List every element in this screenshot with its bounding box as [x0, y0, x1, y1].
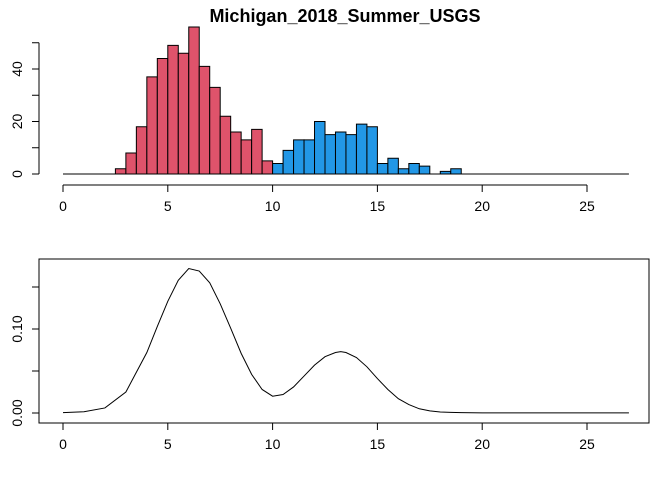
- x-tick-label: 15: [370, 198, 386, 214]
- histogram-bar: [418, 165, 431, 175]
- x-tick-label: 15: [370, 436, 386, 452]
- y-tick-label: 0: [9, 170, 25, 178]
- histogram-x-axis: 0 5 10 15 20 25: [59, 184, 595, 214]
- histogram-bar: [314, 121, 326, 175]
- histogram-panel: Michigan_2018_Summer_USGS 0 5 10 15 20 25 0 20…: [9, 6, 629, 214]
- histogram-bar: [387, 157, 399, 175]
- x-tick-label: 10: [265, 198, 281, 214]
- x-tick-label: 10: [265, 436, 281, 452]
- x-tick-label: 5: [164, 198, 172, 214]
- y-tick-label: 40: [9, 61, 25, 77]
- histogram-bar: [272, 163, 284, 175]
- density-x-axis: 0 5 10 15 20 25: [59, 423, 595, 452]
- histogram-bar: [114, 168, 127, 175]
- x-tick-label: 0: [59, 436, 67, 452]
- histogram-bar: [366, 126, 378, 175]
- x-tick-label: 25: [579, 198, 595, 214]
- y-tick-label: 20: [9, 114, 25, 130]
- histogram-bars: [114, 26, 462, 175]
- histogram-bar: [376, 163, 389, 175]
- histogram-bar: [156, 58, 169, 175]
- histogram-bar: [261, 160, 274, 175]
- chart-title: Michigan_2018_Summer_USGS: [209, 6, 480, 26]
- x-tick-label: 0: [59, 198, 67, 214]
- histogram-bar: [219, 115, 232, 175]
- histogram-y-axis: 0 20 40: [9, 42, 40, 178]
- density-y-axis: 0.00 0.10: [9, 286, 39, 427]
- x-tick-label: 5: [164, 436, 172, 452]
- histogram-bar: [230, 131, 242, 175]
- histogram-bar: [408, 163, 420, 175]
- density-panel: 0 5 10 15 20 25 0.00 0.10: [9, 258, 650, 452]
- histogram-bar: [282, 149, 295, 175]
- histogram-bar: [177, 52, 190, 175]
- histogram-bar: [135, 126, 148, 175]
- x-tick-label: 25: [579, 436, 595, 452]
- histogram-bar: [450, 168, 462, 175]
- x-tick-label: 20: [474, 198, 490, 214]
- histogram-bar: [251, 128, 263, 175]
- histogram-bar: [355, 123, 368, 175]
- histogram-bar: [167, 44, 179, 175]
- histogram-bar: [209, 86, 221, 175]
- histogram-bar: [345, 134, 357, 175]
- histogram-bar: [188, 26, 200, 175]
- histogram-bar: [146, 76, 158, 175]
- histogram-bar: [125, 152, 137, 175]
- histogram-bar: [240, 139, 253, 175]
- plot-frame: [38, 258, 650, 424]
- histogram-bar: [397, 168, 410, 175]
- y-tick-label: 0.00: [9, 399, 25, 426]
- histogram-bar: [334, 131, 347, 175]
- histogram-bar: [303, 139, 316, 175]
- density-curve: [62, 267, 629, 414]
- histogram-bar: [198, 65, 211, 175]
- histogram-bar: [293, 139, 305, 175]
- histogram-bar: [324, 134, 336, 175]
- x-tick-label: 20: [474, 436, 490, 452]
- y-tick-label: 0.10: [9, 315, 25, 342]
